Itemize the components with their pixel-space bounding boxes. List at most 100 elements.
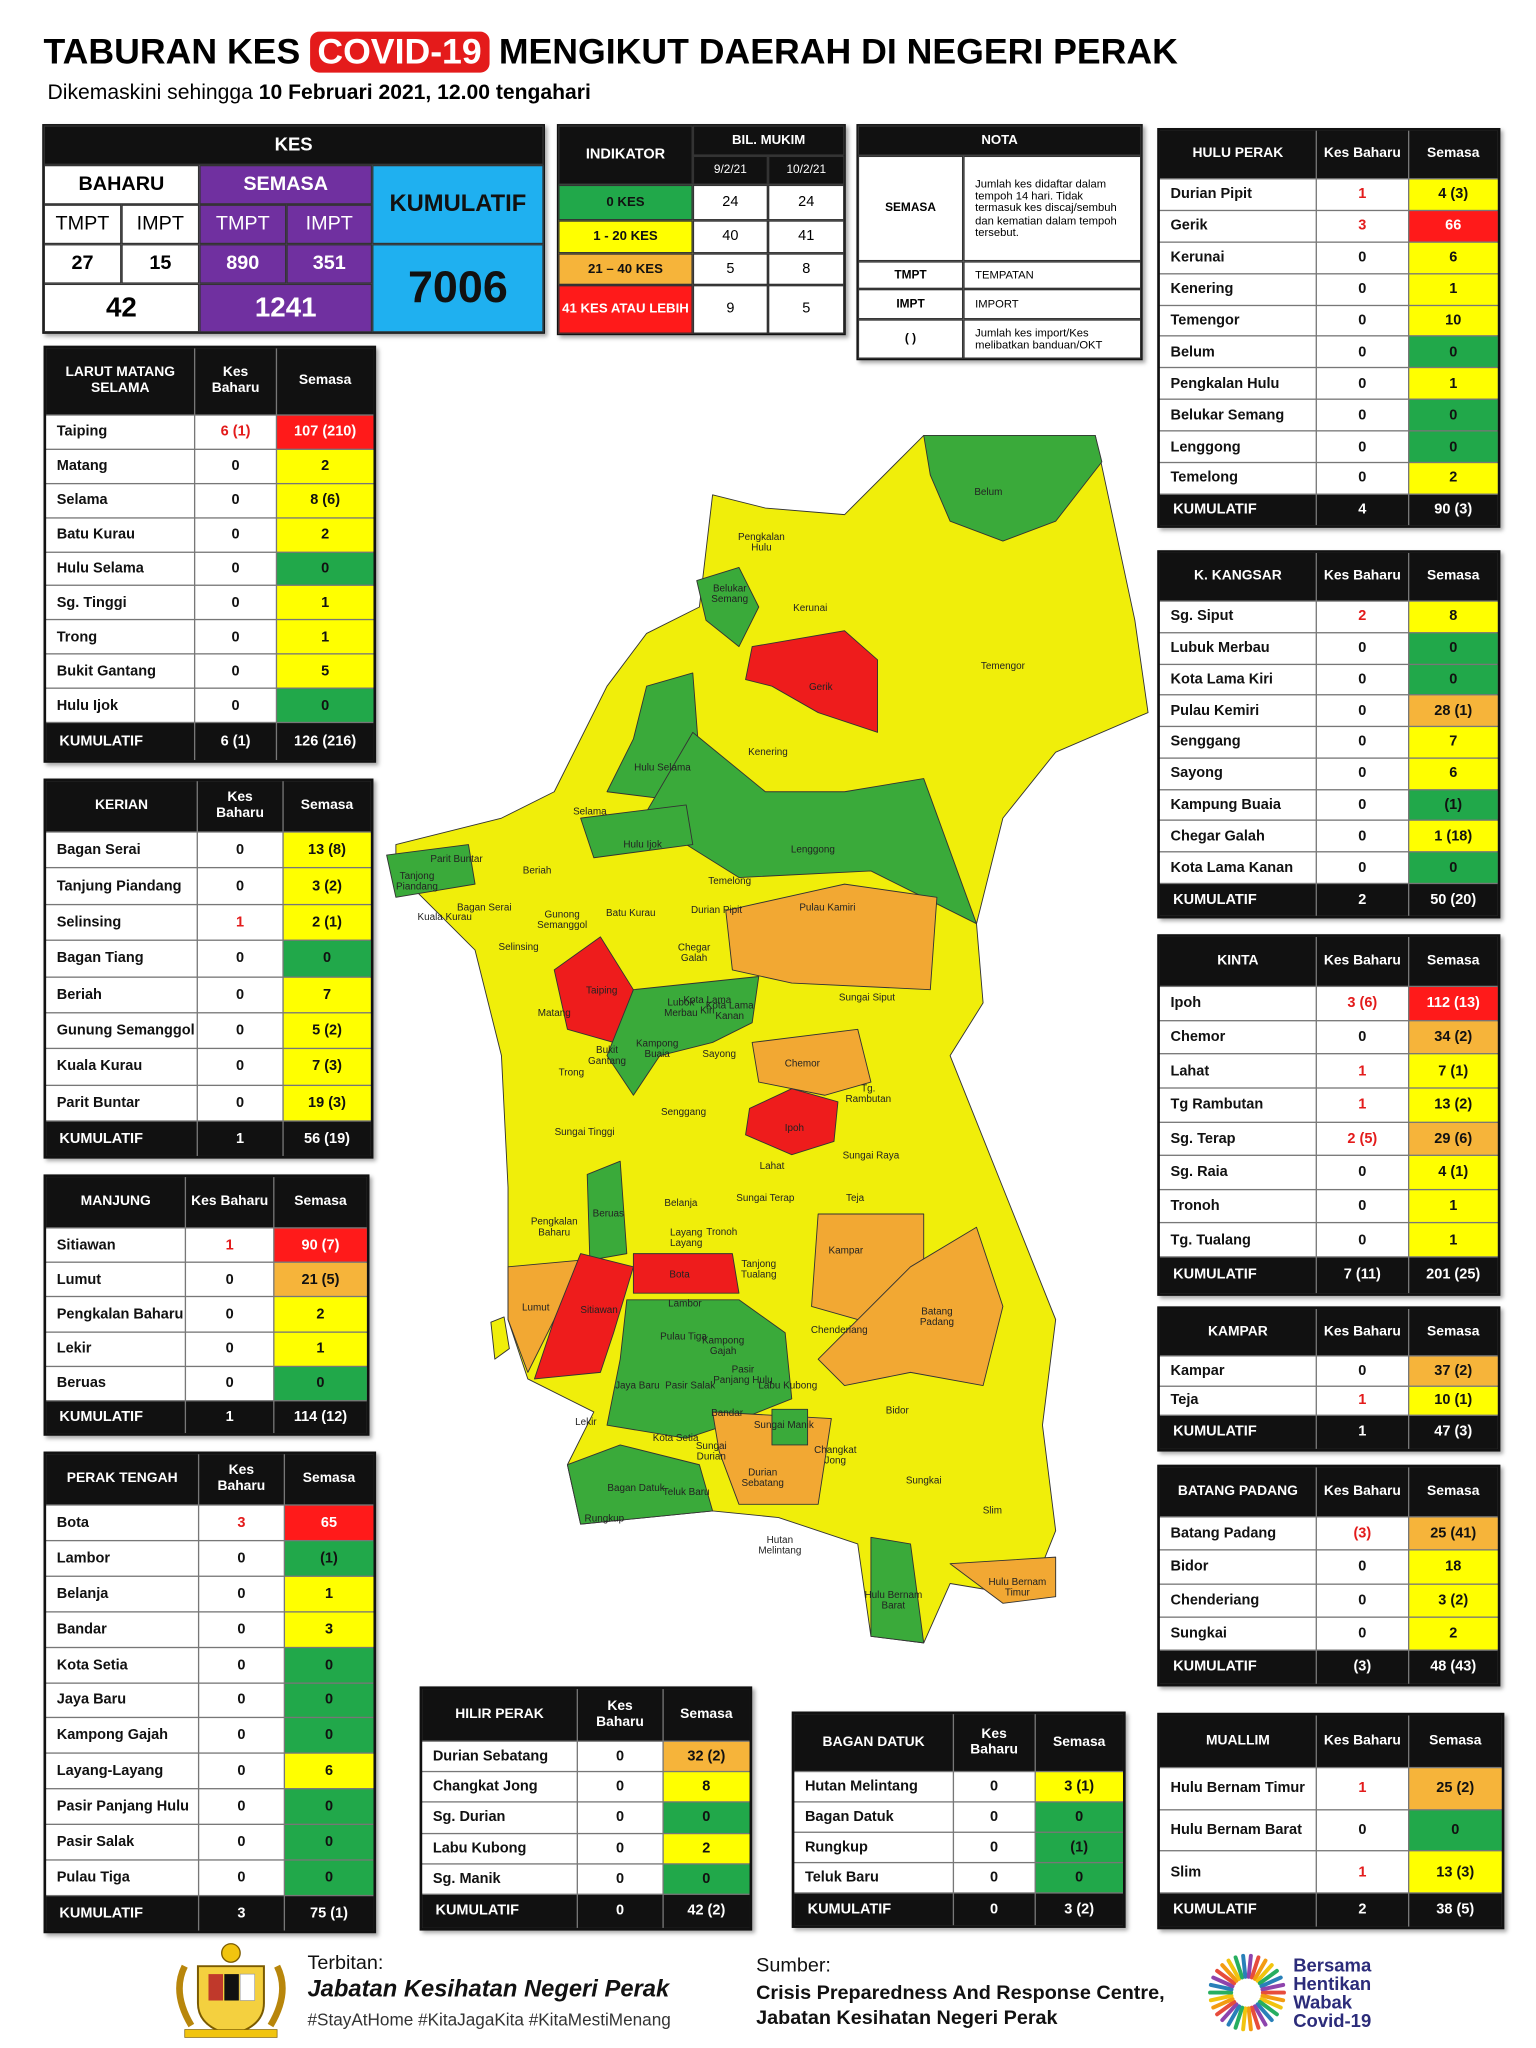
kes-semasa: 7 (3) [283,1049,371,1085]
indicator-label: 0 KES [558,184,693,221]
kes-impt: IMPT [286,204,373,245]
logo-ray [1255,2002,1274,2023]
kes-semasa: 28 (1) [1408,695,1498,726]
indicator-value: 5 [692,253,769,286]
total-semasa: 48 (43) [1408,1650,1498,1684]
area-name: Bagan Serai [46,832,197,868]
map-label: Kota Setia [652,1431,699,1444]
total-baharu: 1 [186,1401,273,1434]
map-label: Layang Layang [669,1226,703,1249]
region-orange [751,1028,872,1096]
logo-ray [1252,2004,1268,2027]
table-title: HULU PERAK [1159,130,1316,179]
kes-baharu: 0 [195,483,276,517]
kes-baharu: 0 [199,1541,284,1576]
area-name: Beruas [46,1366,186,1401]
region-green [386,844,476,898]
kes-semasa: 32 (2) [663,1741,750,1772]
kes-semasa: 0 [276,688,374,722]
region-green [870,1536,925,1644]
map-label: Lekir [575,1416,597,1428]
map-label: Selinsing [498,940,539,953]
kes-semasa: 65 [284,1505,374,1540]
map-label: Ipoh [784,1121,805,1134]
kes-baharu: 0 [1317,852,1408,883]
column-header: Kes Baharu [186,1177,273,1228]
kes-semasa: 2 [1408,1617,1498,1650]
map-label: Senggang [660,1105,707,1118]
indicator-value: 40 [692,220,769,254]
district-table: LARUT MATANG SELAMA Kes Baharu Semasa Taipi… [43,345,377,763]
kes-baharu: 2 [1317,601,1408,632]
map-label: Temengor [980,659,1025,672]
region-green [606,976,760,1096]
kes-baharu: 0 [199,1754,284,1789]
logo-ray [1226,2004,1242,2027]
logo-ray [1260,1982,1286,1992]
table-title: KERIAN [46,781,197,832]
total-label: KUMULATIF [794,1893,953,1926]
area-name: Changkat Jong [422,1772,577,1802]
region-green [580,804,694,859]
logo-ray [1215,1968,1237,1986]
map-label: Chemor [784,1057,820,1069]
area-name: Senggang [1159,727,1316,758]
column-header: Kes Baharu [195,348,276,415]
area-name: Kota Lama Kanan [1159,852,1316,883]
area-name: Lambor [46,1541,199,1576]
column-header: Kes Baharu [198,781,282,832]
area-name: Sg. Manik [422,1864,577,1894]
kes-semasa: 6 [1408,242,1498,273]
island [490,1316,510,1360]
slogan-line: Wabak [1293,1991,1353,2013]
kes-baharu: 0 [198,977,282,1012]
kes-baharu: 0 [195,586,276,620]
area-name: Batu Kurau [46,518,195,551]
column-header: Kes Baharu [1317,936,1408,986]
total-semasa: 38 (5) [1408,1893,1502,1927]
area-name: Rungkup [794,1832,953,1862]
area-name: Slim [1159,1851,1316,1893]
kes-baharu: 0 [195,552,276,586]
indicator-value: 9 [692,285,769,334]
nota-text: Jumlah kes import/Kes melibatkan banduan… [963,319,1142,359]
total-baharu: 1 [1317,1415,1408,1449]
map-label: Kerunai [793,601,828,614]
kes-semasa: 25 (2) [1408,1768,1502,1809]
kes-semasa: 90 (7) [274,1228,367,1262]
total-semasa: 126 (216) [276,723,374,761]
district-table: PERAK TENGAH Kes Baharu Semasa Bota 3 65 Lambo… [43,1451,377,1934]
region-green [586,1160,628,1261]
kes-semasa: 0 [284,1718,374,1753]
area-name: Lekir [46,1332,186,1366]
map-label: Changkat Jong [814,1443,857,1467]
title: TABURAN KES [43,31,301,72]
kes-total: 42 [43,283,200,333]
kes-tmpt: TMPT [43,204,122,245]
kes-baharu: 0 [1317,1156,1408,1189]
district-table: KERIAN Kes Baharu Semasa Bagan Serai 0 13 (8)… [43,778,374,1159]
kes-semasa: 7 (1) [1408,1054,1498,1088]
map-label: Sungai Raya [842,1149,900,1162]
indicator-value: 41 [768,220,845,254]
indicator-date: 9/2/21 [692,155,769,185]
area-name: Layang-Layang [46,1754,199,1789]
total-semasa: 201 (25) [1408,1257,1498,1294]
column-header: Semasa [1408,552,1498,601]
area-name: Sg. Tinggi [46,586,195,620]
kes-semasa: 112 (13) [1408,987,1498,1020]
kes-baharu: 0 [195,449,276,483]
column-header: Kes Baharu [1317,1715,1408,1767]
kes-semasa: 0 [274,1366,367,1401]
logo-ray [1220,2002,1239,2023]
area-name: Bukit Gantang [46,654,195,688]
kes-semasa: 0 [283,941,371,976]
kes-baharu: 0 [1317,242,1408,273]
map-label: Kenering [748,745,788,758]
map-label: Pengkalan Hulu [738,530,785,553]
kes-baharu: 0 [1317,400,1408,431]
logo-ray [1233,2005,1245,2030]
map-label: Teja [846,1191,865,1204]
map-label: Sitiawan [580,1303,618,1316]
area-name: Bagan Tiang [46,941,197,976]
